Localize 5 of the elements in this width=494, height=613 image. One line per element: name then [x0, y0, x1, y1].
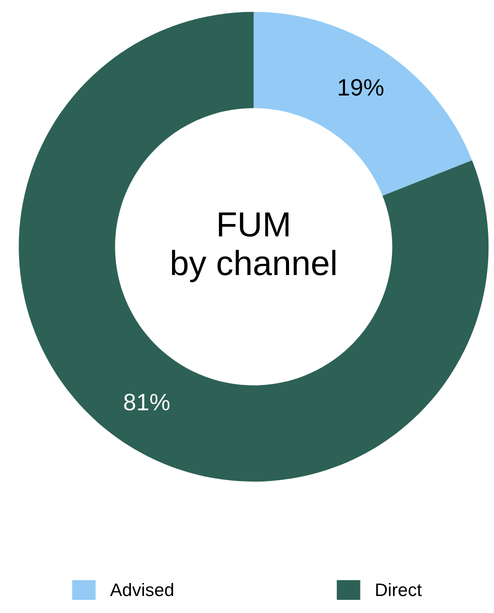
- text: FUM by channel: [172, 212, 336, 282]
- data-label: 81%: [124, 394, 170, 410]
- data-label: 19%: [338, 78, 384, 96]
- legend-label: Advised: [110, 582, 174, 596]
- legend-label: Direct: [376, 582, 422, 596]
